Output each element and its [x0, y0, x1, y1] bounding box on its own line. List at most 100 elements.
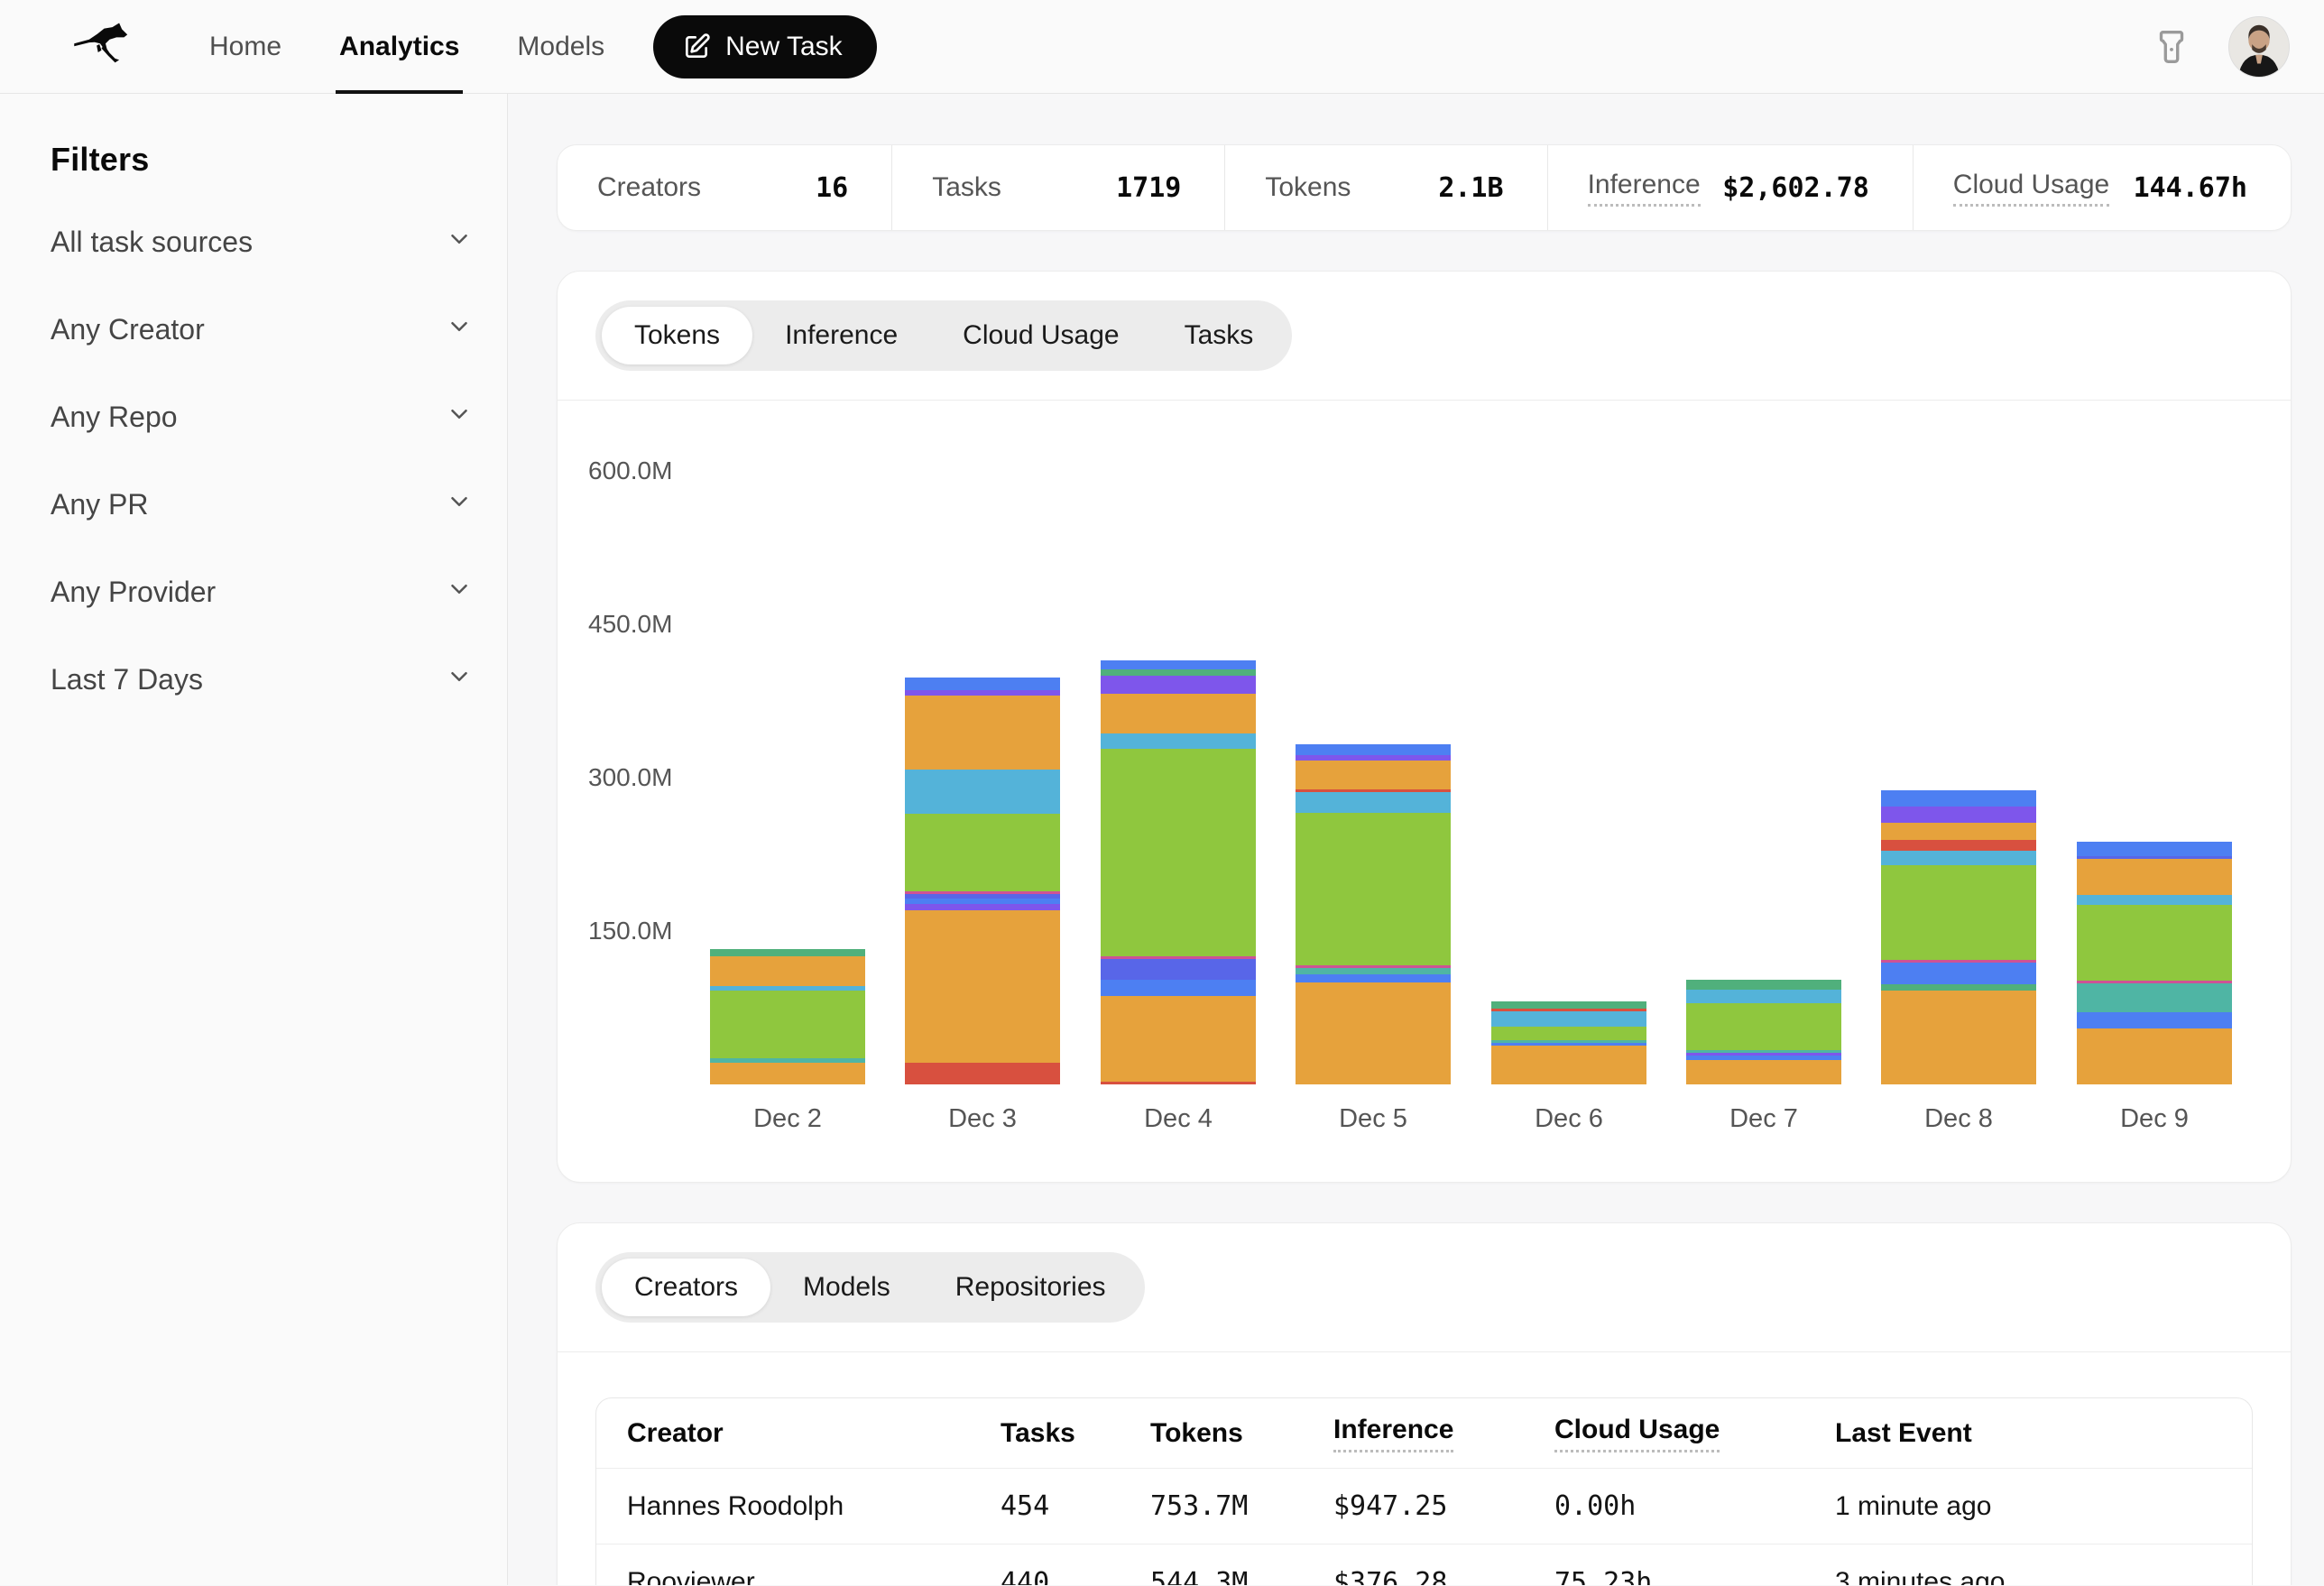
breakdown-card-header: CreatorsModelsRepositories: [558, 1223, 2291, 1352]
table-row[interactable]: Rooviewer440544.3M$376.2875.23h3 minutes…: [596, 1545, 2252, 1585]
x-axis-label: Dec 9: [2120, 1104, 2189, 1134]
breakdown-card: CreatorsModelsRepositories CreatorTasksT…: [557, 1222, 2292, 1585]
stat-value: 2.1B: [1438, 172, 1503, 204]
bar-dec-7[interactable]: [1686, 980, 1841, 1084]
filter-label: Last 7 Days: [51, 663, 203, 696]
col-header-label: Cloud Usage: [1554, 1415, 1720, 1452]
segment-blue: [1296, 974, 1451, 982]
segment-orange: [1881, 991, 2036, 1084]
new-task-button[interactable]: New Task: [653, 15, 877, 78]
filter-any-provider[interactable]: Any Provider: [51, 549, 473, 636]
nav-item-analytics[interactable]: Analytics: [310, 0, 488, 93]
segment-green: [2077, 905, 2232, 981]
filter-all-task-sources[interactable]: All task sources: [51, 198, 473, 286]
segment-blue: [1101, 660, 1256, 669]
bar-dec-9[interactable]: [2077, 842, 2232, 1084]
compose-icon: [682, 32, 711, 61]
stat-label: Inference: [1588, 170, 1701, 207]
segment-skyblue: [1296, 792, 1451, 813]
nav-item-home[interactable]: Home: [180, 0, 310, 93]
filters-sidebar: Filters All task sourcesAny CreatorAny R…: [0, 94, 508, 1585]
y-axis-tick: 300.0M: [588, 763, 672, 792]
segment-orange: [2077, 1028, 2232, 1084]
bar-dec-6[interactable]: [1491, 1001, 1646, 1084]
stat-value: 1719: [1116, 172, 1181, 204]
y-axis-tick: 600.0M: [588, 456, 672, 485]
stat-value: $2,602.78: [1722, 172, 1869, 204]
filter-label: All task sources: [51, 226, 253, 259]
bar-dec-4[interactable]: [1101, 660, 1256, 1084]
chevron-down-icon: [446, 488, 473, 522]
col-header-label: Last Event: [1835, 1418, 1972, 1449]
col-header-tasks: Tasks: [1001, 1418, 1150, 1449]
chevron-down-icon: [446, 663, 473, 697]
segment-blue: [1881, 963, 2036, 984]
filter-any-pr[interactable]: Any PR: [51, 461, 473, 549]
breakdown-tab-models[interactable]: Models: [770, 1259, 923, 1316]
segment-blue: [1101, 980, 1256, 996]
cell-creator: Rooviewer: [627, 1567, 1001, 1585]
col-header-inference[interactable]: Inference: [1333, 1415, 1554, 1452]
cell-cloud-usage: 0.00h: [1554, 1490, 1835, 1522]
segment-seagreen: [1491, 1001, 1646, 1009]
cell-inference: $376.28: [1333, 1567, 1554, 1586]
chart-tab-group: TokensInferenceCloud UsageTasks: [595, 300, 1292, 371]
table-row[interactable]: Hannes Roodolph454753.7M$947.250.00h1 mi…: [596, 1469, 2252, 1545]
filter-label: Any PR: [51, 488, 148, 521]
nav-item-models[interactable]: Models: [488, 0, 633, 93]
chart-tab-inference[interactable]: Inference: [752, 307, 930, 364]
segment-orange: [1881, 823, 2036, 840]
user-avatar[interactable]: [2228, 16, 2290, 78]
x-axis-label: Dec 8: [1924, 1104, 1993, 1134]
segment-teal: [1296, 968, 1451, 974]
filter-last-7-days[interactable]: Last 7 Days: [51, 636, 473, 724]
col-header-label: Tokens: [1150, 1418, 1243, 1449]
stat-tasks[interactable]: Tasks1719: [892, 145, 1225, 230]
stat-tokens[interactable]: Tokens2.1B: [1225, 145, 1547, 230]
segment-orange: [2077, 859, 2232, 895]
breakdown-tab-repositories[interactable]: Repositories: [923, 1259, 1139, 1316]
bar-dec-2[interactable]: [710, 949, 865, 1084]
col-header-last-event: Last Event: [1835, 1418, 2252, 1449]
segment-red: [1101, 1082, 1256, 1084]
chart-tab-tokens[interactable]: Tokens: [602, 307, 752, 364]
app-logo[interactable]: [52, 13, 159, 81]
segment-green: [1296, 813, 1451, 965]
breakdown-tab-group: CreatorsModelsRepositories: [595, 1252, 1145, 1323]
filter-any-creator[interactable]: Any Creator: [51, 286, 473, 373]
torch-icon[interactable]: [2151, 26, 2192, 68]
chart-tab-cloud-usage[interactable]: Cloud Usage: [930, 307, 1151, 364]
filter-any-repo[interactable]: Any Repo: [51, 373, 473, 461]
breakdown-tab-creators[interactable]: Creators: [602, 1259, 770, 1316]
stat-inference[interactable]: Inference $2,602.78: [1548, 145, 1914, 230]
main-content: Creators16Tasks1719Tokens2.1BInference$2…: [508, 94, 2324, 1585]
x-axis-label: Dec 4: [1144, 1104, 1213, 1134]
segment-blue: [1881, 790, 2036, 807]
creators-table: CreatorTasksTokensInferenceCloud UsageLa…: [595, 1397, 2253, 1585]
segment-orange: [1686, 1060, 1841, 1084]
y-axis-tick: 450.0M: [588, 610, 672, 639]
cell-tasks: 454: [1001, 1490, 1150, 1522]
chevron-down-icon: [446, 226, 473, 260]
nav-right: [2151, 16, 2290, 78]
bar-dec-3[interactable]: [905, 678, 1060, 1084]
chart-tab-tasks[interactable]: Tasks: [1152, 307, 1286, 364]
cell-last-event: 1 minute ago: [1835, 1491, 2252, 1522]
cell-inference: $947.25: [1333, 1490, 1554, 1522]
stat-cloud-usage[interactable]: Cloud Usage144.67h: [1914, 145, 2291, 230]
stats-bar: Creators16Tasks1719Tokens2.1B Inference $2…: [557, 144, 2292, 231]
segment-skyblue: [1101, 733, 1256, 749]
chevron-down-icon: [446, 401, 473, 435]
segment-skyblue: [1491, 1011, 1646, 1027]
stat-creators[interactable]: Creators16: [558, 145, 892, 230]
cell-tokens: 753.7M: [1150, 1490, 1333, 1522]
segment-skyblue: [2077, 895, 2232, 905]
bar-dec-5[interactable]: [1296, 744, 1451, 1084]
segment-green: [1686, 1003, 1841, 1050]
col-header-cloud-usage[interactable]: Cloud Usage: [1554, 1415, 1835, 1452]
segment-green: [1101, 749, 1256, 956]
filter-label: Any Provider: [51, 576, 216, 609]
segment-orange: [1296, 982, 1451, 1084]
stat-label: Cloud Usage: [1953, 170, 2109, 207]
bar-dec-8[interactable]: [1881, 790, 2036, 1084]
